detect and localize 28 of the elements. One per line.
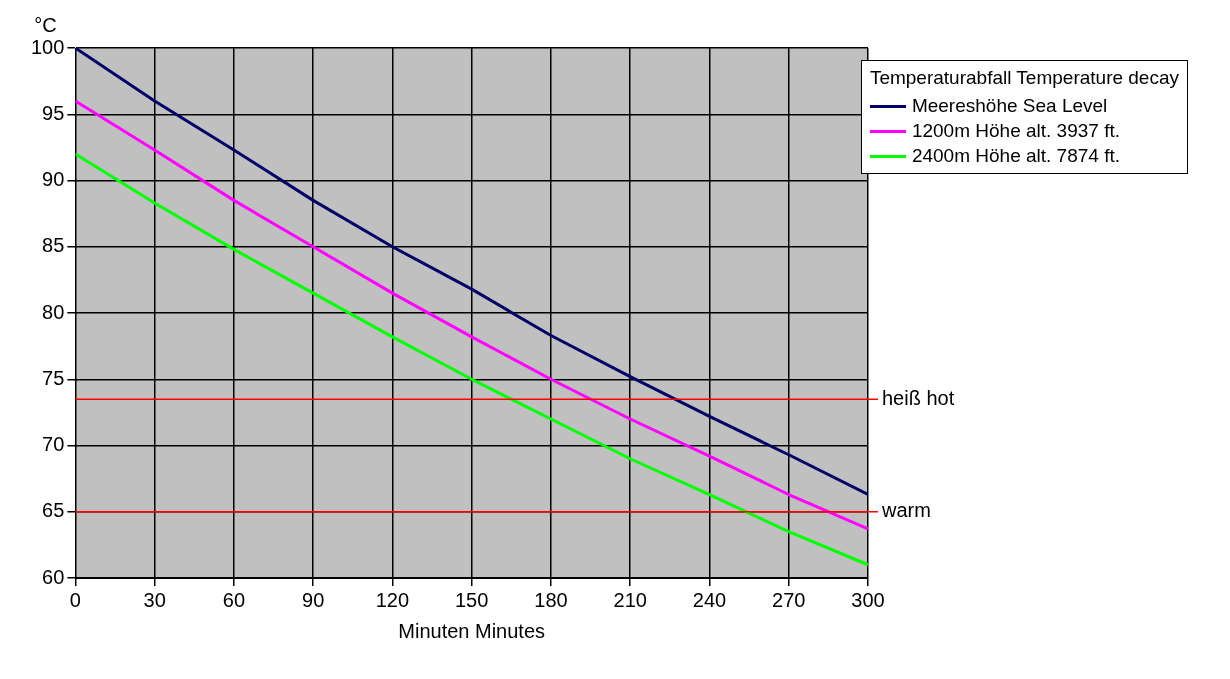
legend-label: 1200m Höhe alt. 3937 ft. [911, 120, 1120, 142]
y-tick-label: 90 [42, 168, 65, 191]
x-tick-label: 90 [302, 588, 325, 611]
x-tick-label: 300 [851, 588, 885, 611]
x-tick-label: 210 [613, 588, 647, 611]
x-tick-label: 120 [375, 588, 410, 611]
y-tick-label: 100 [30, 35, 65, 58]
x-tick-label: 60 [222, 588, 246, 611]
y-tick-label: 65 [42, 499, 65, 522]
y-tick-label: 60 [42, 565, 65, 588]
legend-label: Meereshöhe Sea Level [911, 95, 1108, 117]
y-tick-label: 80 [42, 300, 65, 323]
y-tick-label: 85 [42, 234, 65, 257]
x-tick-label: 0 [69, 588, 81, 611]
x-tick-label: 30 [143, 588, 166, 611]
y-axis-title: °C [34, 13, 57, 36]
y-tick-label: 70 [42, 433, 65, 456]
y-tick-label: 75 [42, 366, 65, 389]
ref-line-label: heiß hot [882, 386, 955, 409]
x-tick-label: 240 [692, 588, 727, 611]
x-tick-label: 180 [534, 588, 568, 611]
legend-title: Temperaturabfall Temperature decay [869, 67, 1179, 89]
x-axis-title: Minuten Minutes [398, 619, 546, 642]
x-tick-label: 150 [455, 588, 489, 611]
ref-line-label: warm [881, 499, 931, 522]
x-tick-label: 270 [772, 588, 806, 611]
legend-label: 2400m Höhe alt. 7874 ft. [911, 145, 1120, 167]
y-tick-label: 95 [42, 101, 65, 124]
